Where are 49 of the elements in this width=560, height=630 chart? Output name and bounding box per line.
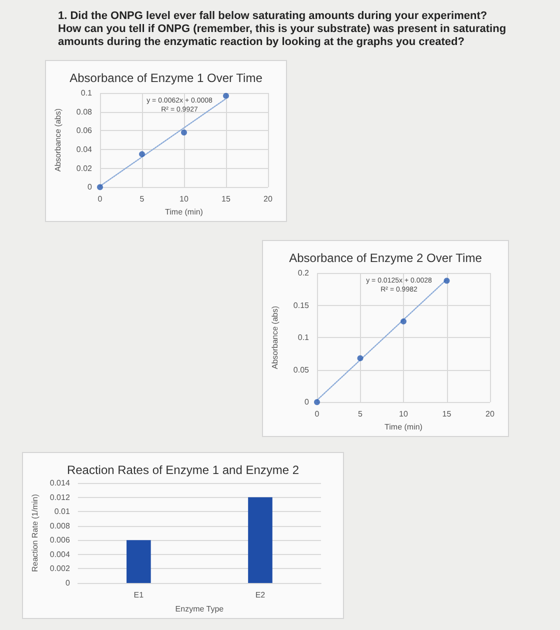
y-tick-label: 0.04 <box>76 144 93 154</box>
point <box>357 355 364 362</box>
y-tick-label: 0.02 <box>76 164 93 173</box>
y-tick-label: 0.1 <box>298 333 310 342</box>
x-tick-label: 20 <box>486 410 495 419</box>
x-tick-label: 15 <box>442 410 452 419</box>
x-axis-title: Time (min) <box>165 208 204 216</box>
x-tick-label: 10 <box>399 410 408 419</box>
point <box>139 151 145 158</box>
y-axis-title: Absorbance (abs) <box>54 108 62 172</box>
x-tick-label: E1 <box>134 590 144 600</box>
point <box>97 184 103 190</box>
y-tick-label: 0.012 <box>50 492 70 502</box>
chart-title: Reaction Rates of Enzyme 1 and Enzyme 2 <box>66 463 300 477</box>
x-tick-label: 5 <box>358 410 364 419</box>
y-tick-label: 0.06 <box>76 126 93 136</box>
point <box>444 278 450 284</box>
y-tick-label: 0.004 <box>50 550 70 559</box>
point <box>314 399 320 406</box>
y-tick-label: 0 <box>65 578 70 588</box>
y-tick-label: 0 <box>88 182 93 192</box>
x-tick-label: 0 <box>314 410 320 419</box>
x-axis-title: Time (min) <box>384 422 423 432</box>
y-axis-title: Absorbance (abs) <box>270 306 280 370</box>
point <box>223 92 229 99</box>
y-axis-title: Reaction Rate (1/min) <box>30 494 40 572</box>
x-tick-label: 5 <box>140 194 145 204</box>
y-tick-label: 0.008 <box>50 521 70 530</box>
point <box>181 130 187 136</box>
y-tick-label: 0.1 <box>80 88 93 98</box>
chart-title: Absorbance of Enzyme 1 Over Time <box>70 71 263 85</box>
y-tick-label: 0.014 <box>50 478 70 488</box>
y-tick-label: 0.006 <box>50 536 70 545</box>
y-tick-label: 0.2 <box>298 268 310 278</box>
x-tick-label: 15 <box>222 194 231 204</box>
y-tick-label: 0 <box>304 398 310 407</box>
y-tick-label: 0.002 <box>50 564 70 574</box>
y-tick-label: 0.08 <box>76 107 93 116</box>
x-tick-label: 10 <box>180 194 189 204</box>
y-tick-label: 0.15 <box>293 300 310 310</box>
x-axis-title: Enzyme Type <box>175 604 224 614</box>
point <box>400 318 406 324</box>
y-tick-label: 0.05 <box>293 365 310 374</box>
x-tick-label: 0 <box>98 194 103 204</box>
x-tick-label: E2 <box>255 590 266 600</box>
text: 1. Did the ONPG level ever fall below saturating amounts during your experiment? How can you tell if ONPG (remember, this is your substrate) was present in saturating amounts during the enzymatic reaction by looking at the graphs you created? <box>58 10 508 49</box>
x-tick-label: 20 <box>264 194 273 204</box>
y-tick-label: 0.01 <box>54 507 70 516</box>
chart-title: Absorbance of Enzyme 2 Over Time <box>289 251 482 265</box>
